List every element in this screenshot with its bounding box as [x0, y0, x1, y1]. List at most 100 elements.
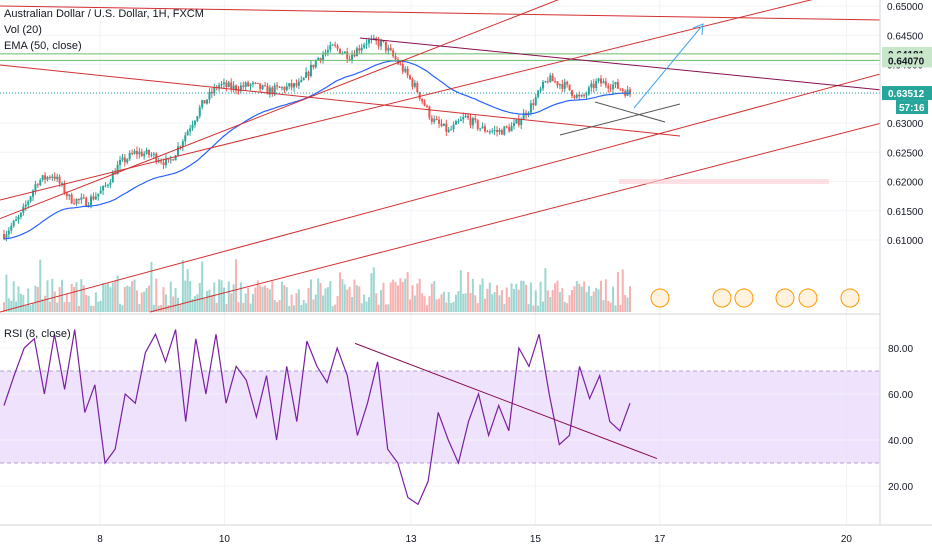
candle-body: [94, 196, 97, 200]
candle-body: [227, 82, 230, 88]
candle-body: [430, 117, 433, 122]
volume-bar: [384, 304, 387, 312]
time-tick-label: 15: [530, 534, 542, 545]
volume-bar: [440, 294, 443, 312]
volume-bar: [619, 304, 622, 312]
level-2-label: 0.64070: [888, 56, 925, 67]
rsi-legend[interactable]: RSI (8, close): [4, 328, 71, 340]
candle-body: [616, 82, 619, 89]
volume-bar: [111, 282, 114, 312]
candle-body: [179, 146, 182, 148]
volume-bar: [508, 297, 511, 312]
candle-body: [413, 83, 416, 87]
candle-body: [293, 83, 296, 88]
volume-bar: [39, 259, 42, 312]
candle-body: [220, 84, 223, 86]
volume-bar: [442, 291, 445, 312]
volume-bar: [99, 300, 102, 312]
volume-bar: [423, 296, 426, 312]
candle-body: [416, 83, 419, 93]
volume-bar: [148, 285, 151, 312]
candle-body: [77, 198, 80, 200]
volume-bar: [227, 281, 230, 312]
volume-bar: [116, 275, 119, 312]
volume-bar: [595, 287, 598, 312]
volume-bar: [389, 282, 392, 312]
volume-bar: [135, 290, 138, 312]
candle-body: [70, 194, 73, 204]
volume-bar: [46, 280, 49, 312]
volume-bar: [319, 283, 322, 312]
volume-bar: [305, 303, 308, 312]
volume-bar: [290, 294, 293, 312]
volume-bar: [150, 262, 153, 312]
volume-bar: [488, 282, 491, 312]
candle-body: [312, 64, 315, 68]
candle-body: [457, 121, 460, 123]
candle-body: [353, 54, 356, 57]
candle-body: [351, 54, 354, 60]
volume-bar: [568, 295, 571, 312]
rsi-tick-label: 40.00: [888, 436, 913, 447]
candle-body: [546, 81, 549, 83]
volume-bar: [425, 305, 428, 312]
volume-bar: [529, 282, 532, 312]
candle-body: [609, 88, 612, 90]
time-tick-label: 17: [654, 534, 666, 545]
candle-body: [481, 126, 484, 129]
candle-body: [425, 105, 428, 107]
candle-body: [510, 125, 513, 132]
candle-body: [317, 57, 320, 61]
volume-bar: [621, 269, 624, 312]
candle-body: [406, 68, 409, 76]
candle-body: [41, 175, 44, 181]
volume-bar: [242, 302, 245, 312]
volume-bar: [520, 280, 523, 312]
volume-bar: [326, 287, 329, 312]
candle-body: [266, 85, 269, 95]
volume-bar: [587, 286, 590, 312]
candle-body: [508, 127, 511, 132]
candle-body: [15, 219, 18, 221]
volume-bar: [602, 300, 605, 312]
candle-body: [268, 87, 271, 95]
volume-bar: [515, 283, 518, 312]
candle-body: [389, 47, 392, 51]
volume-bar: [471, 278, 474, 312]
volume-bar: [433, 281, 436, 312]
volume-bar: [63, 301, 66, 312]
candle-body: [319, 57, 322, 61]
vol-legend[interactable]: Vol (20): [4, 24, 42, 36]
candle-body: [259, 83, 262, 90]
volume-bar: [32, 303, 35, 312]
volume-bar: [58, 287, 61, 312]
candle-body: [206, 99, 209, 104]
candle-body: [377, 40, 380, 47]
volume-bar: [160, 304, 163, 312]
triangle-resistance-line: [594, 101, 666, 123]
volume-bar: [459, 270, 462, 312]
candle-body: [309, 64, 312, 77]
candle-body: [418, 92, 421, 99]
ema-legend[interactable]: EMA (50, close): [4, 40, 82, 52]
volume-bar: [539, 281, 542, 312]
volume-bar: [198, 283, 201, 312]
volume-bar: [464, 293, 467, 312]
candle-body: [488, 131, 491, 133]
volume-bar: [22, 295, 25, 312]
symbol-title[interactable]: Australian Dollar / U.S. Dollar, 1H, FXC…: [4, 8, 204, 20]
candle-body: [288, 83, 291, 87]
volume-bar: [510, 283, 513, 312]
volume-bar: [19, 293, 22, 312]
volume-bar: [119, 303, 122, 312]
candle-body: [307, 71, 310, 77]
candle-body: [3, 234, 5, 239]
candle-body: [126, 159, 129, 163]
volume-bar: [218, 279, 221, 312]
volume-bar: [203, 298, 206, 312]
volume-bar: [256, 280, 259, 312]
volume-bar: [580, 286, 583, 312]
candle-body: [152, 153, 155, 155]
volume-bar: [450, 302, 453, 312]
